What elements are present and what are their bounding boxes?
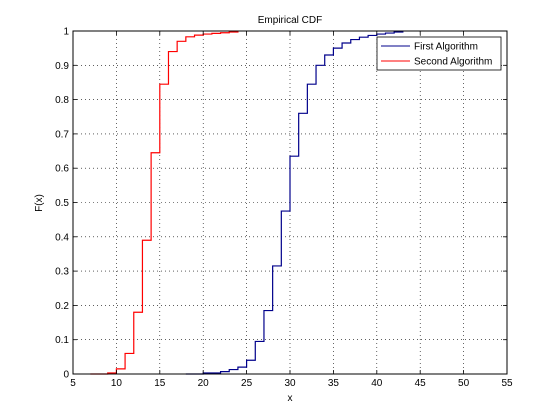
x-tick-label: 30 [284,378,296,389]
y-tick-label: 0.1 [55,335,69,346]
x-tick-label: 55 [501,378,513,389]
y-axis-label: F(x) [34,194,45,212]
x-tick-label: 15 [154,378,166,389]
x-tick-label: 45 [415,378,427,389]
y-tick-label: 0.4 [55,232,69,243]
y-tick-label: 0.6 [55,164,69,175]
x-tick-label: 10 [111,378,123,389]
x-tick-label: 40 [371,378,383,389]
legend: First Algorithm Second Algorithm [377,37,501,70]
y-tick-label: 0.7 [55,129,69,140]
x-tick-label: 25 [241,378,253,389]
y-tick-label: 0.5 [55,198,69,209]
y-tick-label: 0 [63,370,69,381]
chart-title: Empirical CDF [258,15,322,26]
x-tick-label: 20 [198,378,210,389]
y-tick-label: 0.9 [55,61,69,72]
y-tick-label: 0.8 [55,95,69,106]
x-tick-label: 5 [70,378,76,389]
x-axis-label: x [288,393,293,404]
y-tick-label: 0.2 [55,301,69,312]
y-tick-label: 0.3 [55,267,69,278]
legend-label-first-algorithm: First Algorithm [414,42,478,53]
x-tick-label: 35 [328,378,340,389]
x-tick-label: 50 [458,378,470,389]
y-tick-label: 1 [63,27,69,38]
legend-label-second-algorithm: Second Algorithm [414,57,492,68]
